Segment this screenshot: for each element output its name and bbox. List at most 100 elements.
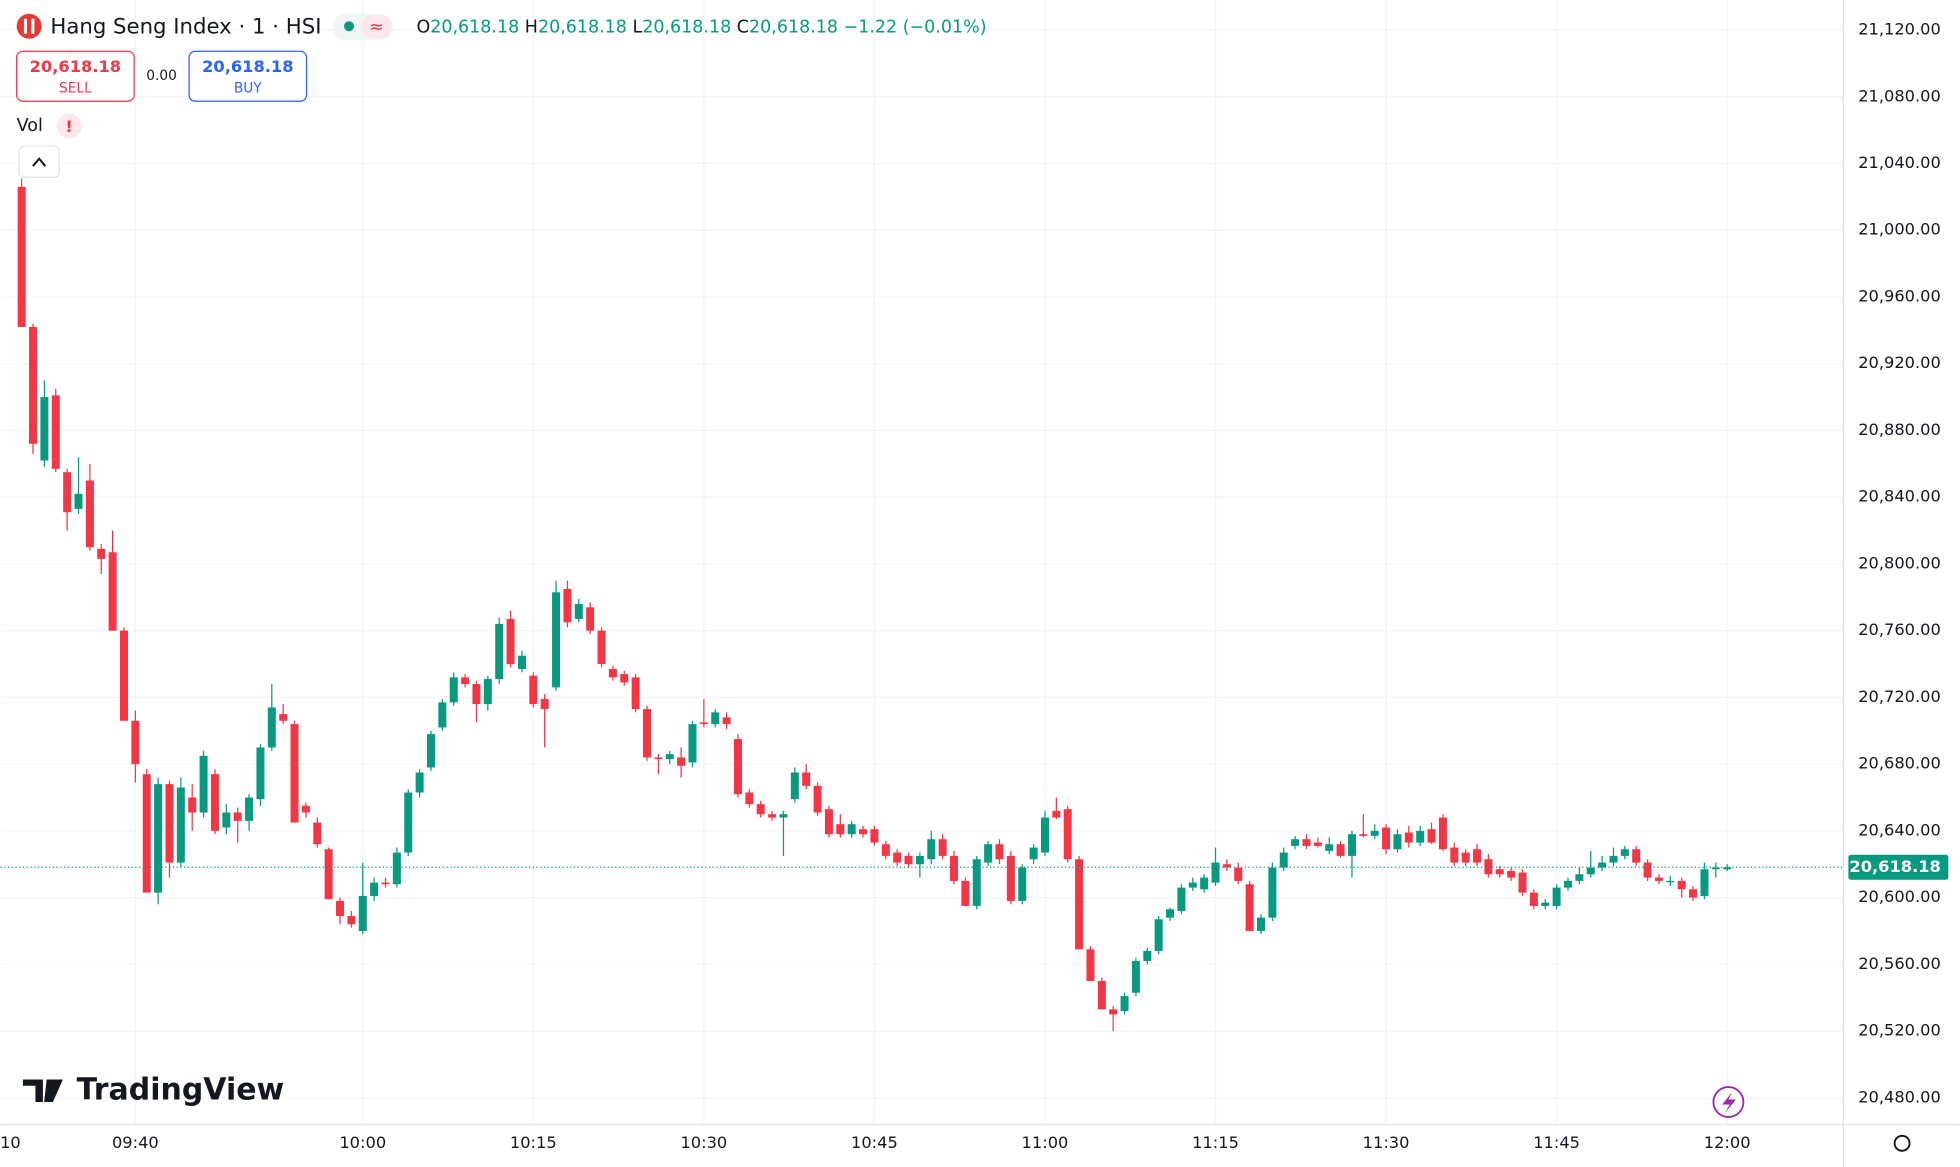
y-tick-label: 20,720.00	[1858, 687, 1941, 706]
candle-body	[222, 812, 231, 828]
candle-body	[1268, 867, 1277, 918]
candle-body	[1120, 996, 1129, 1012]
candle-body	[1529, 892, 1538, 906]
candle-body	[870, 829, 879, 843]
ohlc-legend: O20,618.18 H20,618.18 L20,618.18 C20,618…	[416, 17, 986, 37]
candle-body	[1518, 872, 1527, 893]
candle-body	[540, 699, 549, 710]
candle-body	[563, 588, 572, 623]
candle-body	[517, 655, 526, 670]
candle-body	[1450, 847, 1459, 863]
ohlc-key: L	[633, 17, 643, 37]
candle-body	[1632, 849, 1641, 863]
market-status	[344, 21, 355, 32]
y-tick-label: 20,560.00	[1858, 954, 1941, 973]
candle-body	[608, 669, 617, 678]
candle-body	[1018, 867, 1027, 901]
y-tick-label: 20,880.00	[1858, 420, 1941, 439]
ohlc-value: 20,618.18	[749, 17, 838, 37]
sell-button[interactable]	[16, 50, 135, 102]
candle-body	[881, 844, 890, 856]
candle-body	[85, 480, 94, 548]
candle-body	[779, 814, 788, 818]
candle-body	[131, 720, 140, 765]
candle-body	[938, 839, 947, 856]
candle-body	[1689, 889, 1698, 898]
candle-body	[74, 493, 83, 509]
candle-body	[1325, 844, 1334, 851]
ohlc-key: H	[525, 17, 538, 37]
grid	[0, 0, 1844, 1125]
candle-body	[984, 844, 993, 863]
candle-body	[1382, 827, 1391, 850]
spread: 0.00	[146, 68, 177, 84]
candle-body	[210, 774, 219, 831]
ohlc-key: O	[416, 17, 430, 37]
candle-body	[1063, 809, 1072, 860]
candle-body	[199, 755, 208, 813]
candle-body	[256, 747, 265, 800]
x-tick-label: 10:45	[851, 1133, 898, 1152]
candle-body	[643, 709, 652, 758]
candle-body	[790, 772, 799, 800]
collapse-button[interactable]	[18, 145, 60, 179]
candle-body	[472, 684, 481, 705]
x-tick-label: 11:15	[1192, 1133, 1239, 1152]
y-tick-label: 21,080.00	[1858, 86, 1941, 105]
candle-body	[677, 757, 686, 766]
y-tick-label: 21,120.00	[1858, 20, 1941, 39]
x-tick-label: 11:30	[1363, 1133, 1410, 1152]
symbol-logo-mark	[23, 18, 35, 34]
sell-price: 20,618.18	[30, 57, 121, 76]
candle-body	[1200, 877, 1209, 890]
candle-body	[711, 712, 720, 725]
x-tick-label: 10:15	[510, 1133, 557, 1152]
candle-body	[1438, 817, 1447, 850]
y-tick-label: 20,520.00	[1858, 1021, 1941, 1040]
candle-body	[495, 623, 504, 680]
ohlc-value: 20,618.18	[430, 17, 519, 37]
candle-body	[154, 784, 163, 893]
symbol-logo	[16, 13, 42, 39]
candle-body	[1654, 877, 1663, 881]
candle-body	[1723, 867, 1732, 870]
candle-body	[51, 395, 60, 469]
candle-body	[1427, 829, 1436, 843]
y-tick-label: 21,040.00	[1858, 153, 1941, 172]
candle-body	[813, 785, 822, 813]
y-tick-label: 20,920.00	[1858, 353, 1941, 372]
candle-body	[597, 630, 606, 665]
candle-body	[1143, 951, 1152, 962]
buy-button[interactable]	[188, 50, 308, 102]
chart-title[interactable]: Hang Seng Index · 1 · HSI	[50, 14, 321, 39]
settings-icon[interactable]	[1893, 1134, 1911, 1152]
candle-body	[1222, 864, 1231, 868]
y-tick-label: 20,840.00	[1858, 487, 1941, 506]
candle-body	[188, 797, 197, 813]
candle-body	[1313, 842, 1322, 846]
candle-body	[1416, 830, 1425, 843]
candle-body	[1598, 862, 1607, 868]
candle-body	[449, 677, 458, 703]
candle-body	[1188, 882, 1197, 888]
candle-body	[97, 548, 106, 559]
y-tick-label: 20,600.00	[1858, 887, 1941, 906]
y-tick-label: 20,680.00	[1858, 754, 1941, 773]
candle-body	[142, 774, 151, 893]
candle-body	[961, 880, 970, 906]
candle-body	[324, 849, 333, 900]
candle-body	[119, 630, 128, 721]
candle-body	[1359, 834, 1368, 836]
volume-warning[interactable]	[56, 113, 82, 139]
candle-body	[859, 829, 868, 835]
volume-label[interactable]: Vol	[17, 116, 43, 136]
buy-price: 20,618.18	[202, 57, 293, 76]
last-price-tag	[1848, 854, 1949, 880]
candle-body	[1029, 847, 1038, 860]
collapse-icon	[32, 157, 47, 167]
candle-body	[722, 717, 731, 725]
candle-body	[574, 603, 583, 619]
candle-body	[1552, 887, 1561, 906]
candle-body	[529, 675, 538, 705]
